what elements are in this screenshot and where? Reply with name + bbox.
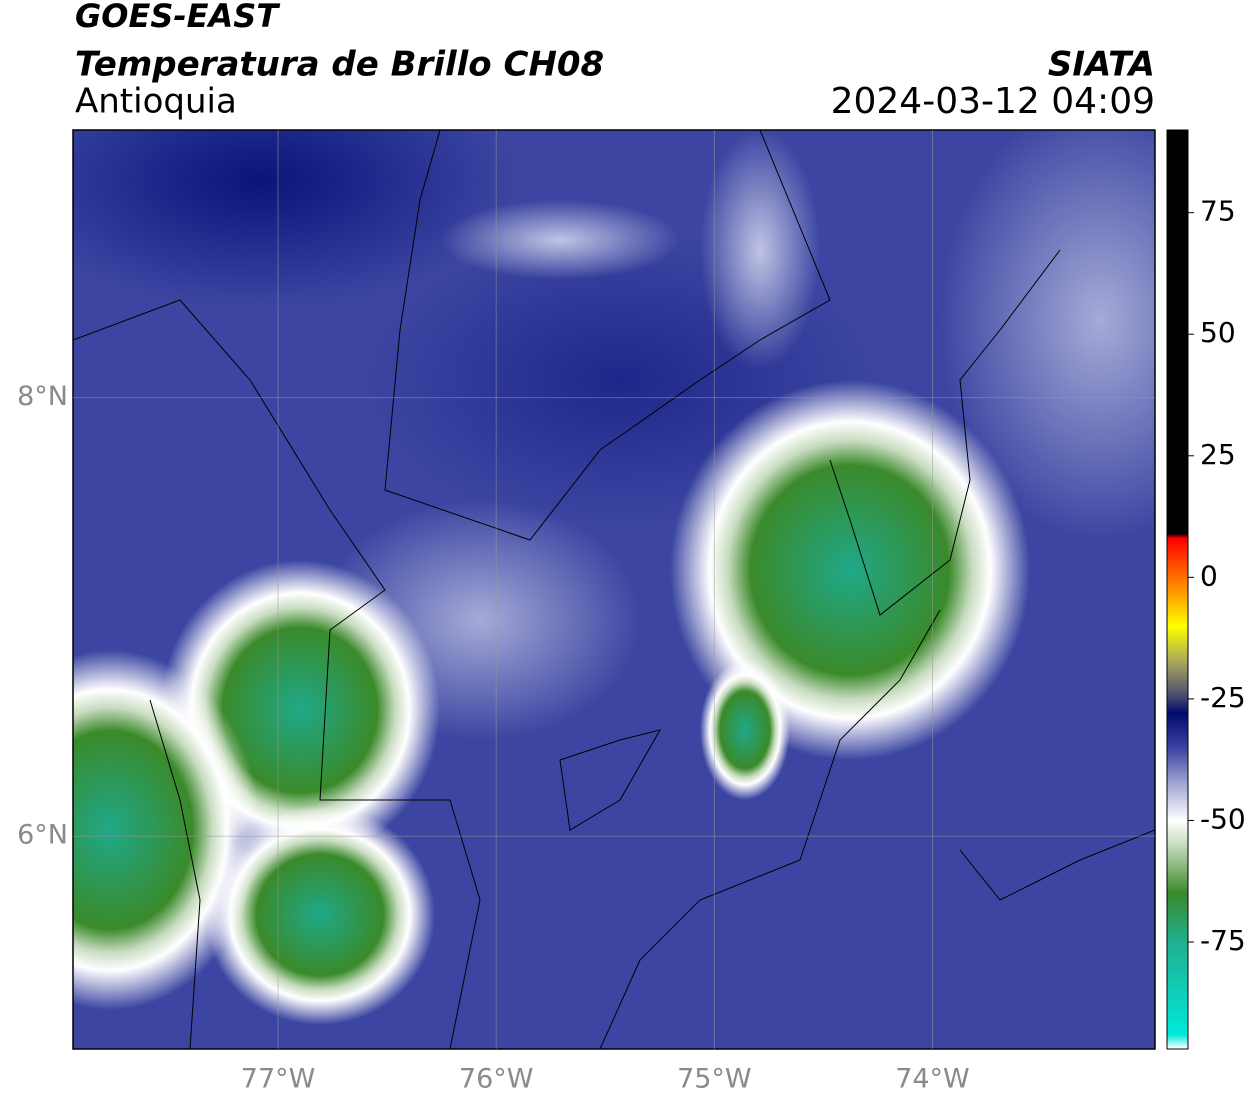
map-frame — [72, 129, 1156, 1050]
x-tick-label: 74°W — [895, 1064, 970, 1095]
colorbar-tick-label: 25 — [1200, 438, 1236, 471]
colorbar-tick-label: -25 — [1200, 681, 1246, 714]
x-tick-label: 75°W — [677, 1064, 752, 1095]
colorbar — [1166, 129, 1189, 1050]
subtitle: Temperatura de Brillo CH08 — [75, 45, 604, 85]
y-tick-label: 6°N — [17, 820, 68, 851]
colorbar-tick-label: 50 — [1200, 316, 1236, 349]
x-tick-label: 77°W — [241, 1064, 316, 1095]
colorbar-tick-label: 0 — [1200, 559, 1218, 592]
timestamp: 2024-03-12 04:09 — [831, 81, 1155, 122]
y-tick-label: 8°N — [17, 381, 68, 412]
imagery — [73, 130, 1155, 1049]
colorbar-tick-label: 75 — [1200, 195, 1236, 228]
x-tick-label: 76°W — [459, 1064, 534, 1095]
source: SIATA — [1048, 45, 1155, 85]
region: Antioquia — [75, 82, 237, 122]
colorbar-tick-label: -75 — [1200, 924, 1246, 957]
colorbar-tick-label: -50 — [1200, 802, 1246, 835]
title: GOES-EAST — [75, 0, 280, 35]
